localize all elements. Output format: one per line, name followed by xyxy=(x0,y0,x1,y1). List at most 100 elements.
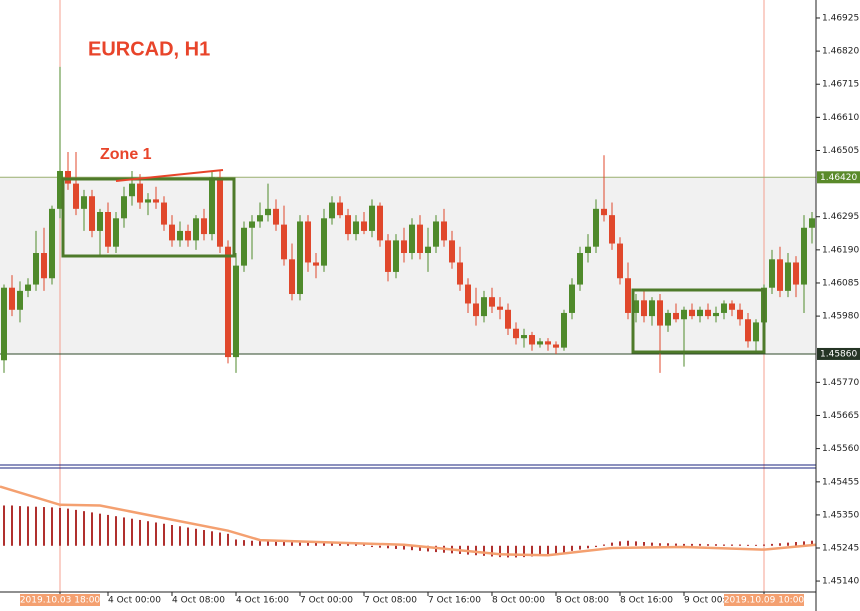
y-tick-label: 1.45140 xyxy=(822,577,859,587)
x-tick-highlight xyxy=(724,594,804,606)
candle-body xyxy=(489,297,495,307)
histogram-bar xyxy=(3,505,5,546)
histogram-bar xyxy=(235,539,237,546)
histogram-bar xyxy=(539,545,541,556)
histogram-bar xyxy=(99,513,101,546)
candle-body xyxy=(457,262,463,285)
candle-body xyxy=(49,208,55,279)
histogram-bar xyxy=(195,528,197,546)
histogram-bar xyxy=(587,545,589,549)
histogram-bar xyxy=(115,516,117,546)
histogram-bar xyxy=(83,511,85,546)
histogram-bar xyxy=(419,545,421,551)
candle-body xyxy=(577,253,583,285)
histogram-bar xyxy=(51,507,53,546)
histogram-bar xyxy=(491,545,493,557)
histogram-bar xyxy=(427,545,429,552)
histogram-bar xyxy=(579,545,581,550)
candle-body xyxy=(617,243,623,279)
histogram-bar xyxy=(747,544,749,546)
candle-body xyxy=(353,221,359,235)
candle-body xyxy=(121,196,127,219)
candle-body xyxy=(145,199,151,203)
candle-body xyxy=(737,309,743,320)
candle-body xyxy=(513,328,519,339)
histogram-bar xyxy=(611,542,613,546)
trend-line xyxy=(115,169,224,182)
candle-body xyxy=(73,183,79,209)
candle-body xyxy=(657,300,663,326)
histogram-bar xyxy=(123,517,125,546)
histogram-bar xyxy=(787,542,789,546)
zone-box xyxy=(631,288,766,354)
candle-body xyxy=(321,218,327,266)
histogram-bar xyxy=(299,542,301,546)
candle-body xyxy=(233,265,239,358)
y-tick-label: 1.46295 xyxy=(822,212,859,222)
candle-body xyxy=(721,303,727,313)
histogram-bar xyxy=(379,545,381,548)
candle-body xyxy=(681,309,687,320)
candle-body xyxy=(209,177,215,235)
histogram-bar xyxy=(19,506,21,546)
candle-body xyxy=(441,221,447,241)
histogram-bar xyxy=(163,523,165,546)
candle-body xyxy=(153,199,159,203)
candle-body xyxy=(633,300,639,313)
candle-body xyxy=(257,215,263,222)
candle-body xyxy=(313,262,319,266)
histogram-bar xyxy=(531,545,533,557)
candle-body xyxy=(1,287,7,361)
histogram-bar xyxy=(699,543,701,546)
candle-body xyxy=(241,227,247,266)
candle-body xyxy=(201,218,207,235)
candle-body xyxy=(217,177,223,247)
candle-body xyxy=(273,208,279,225)
candle-body xyxy=(81,196,87,209)
candle-body xyxy=(369,205,375,231)
histogram-bar xyxy=(275,541,277,546)
candle-body xyxy=(745,319,751,342)
candle-body xyxy=(345,215,351,235)
candle-body xyxy=(129,183,135,197)
candle-body xyxy=(65,170,71,184)
x-tick-label: 4 Oct 08:00 xyxy=(172,596,225,606)
x-tick-label: 7 Oct 16:00 xyxy=(428,596,481,606)
candle-body xyxy=(665,312,671,326)
histogram-bar xyxy=(75,509,77,546)
histogram-bar xyxy=(483,545,485,556)
histogram-bar xyxy=(691,543,693,546)
candle-body xyxy=(593,208,599,247)
candle-body xyxy=(585,246,591,254)
candle-body xyxy=(697,309,703,317)
histogram-bar xyxy=(267,541,269,546)
candle-body xyxy=(305,221,311,263)
histogram-bar xyxy=(291,542,293,546)
histogram-bar xyxy=(315,542,317,546)
histogram-bar xyxy=(683,543,685,546)
y-tick-label: 1.46085 xyxy=(822,278,859,288)
y-tick-label: 1.46610 xyxy=(822,113,859,123)
histogram-bar xyxy=(187,527,189,546)
candle-body xyxy=(449,240,455,263)
histogram-bar xyxy=(243,540,245,546)
x-tick-label: 4 Oct 16:00 xyxy=(236,596,289,606)
histogram-bar xyxy=(779,543,781,546)
histogram-bar xyxy=(171,524,173,546)
candle-body xyxy=(601,208,607,216)
histogram-bar xyxy=(475,545,477,556)
histogram-bar xyxy=(707,544,709,546)
histogram-bar xyxy=(147,521,149,546)
candle-body xyxy=(809,218,815,228)
candle-body xyxy=(689,309,695,317)
histogram-bar xyxy=(323,543,325,546)
histogram-bar xyxy=(339,543,341,546)
histogram-bar xyxy=(251,540,253,546)
label-layer: 1.46420 1.45860 1.46925 1.46820 1.46715 1.466… xyxy=(20,13,860,606)
candle-body xyxy=(673,312,679,320)
annotation: Zone 1 xyxy=(100,146,152,163)
histogram-bar xyxy=(179,526,181,546)
candle-body xyxy=(625,278,631,313)
y-tick-label: 1.46715 xyxy=(822,80,859,90)
candle-body xyxy=(169,224,175,241)
